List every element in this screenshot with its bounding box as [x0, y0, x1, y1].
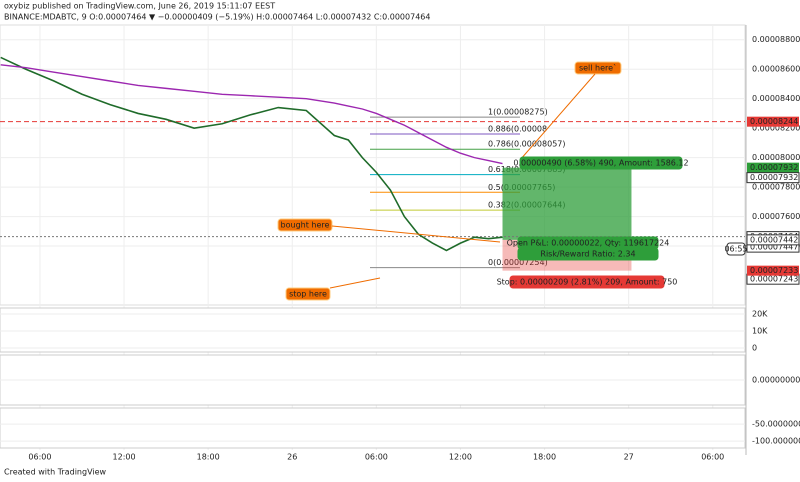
x-tick-label: 06:00 — [28, 453, 51, 462]
y-tick-label: 0.00008400 — [752, 94, 800, 103]
sell-arrow — [519, 73, 596, 161]
x-tick-label: 12:00 — [113, 453, 136, 462]
price-series — [0, 64, 503, 165]
stop-text: Stop: 0.00000209 (2.81%) 209, Amount: 75… — [497, 278, 678, 287]
x-tick-label: 12:00 — [449, 453, 472, 462]
x-tick-label: 18:00 — [533, 453, 556, 462]
pane-tick-label: -50.0000000 — [752, 420, 800, 429]
price-series — [0, 56, 503, 252]
price-tag-label: 0.00007243 — [750, 275, 798, 284]
bought-note: bought here — [281, 221, 330, 230]
stop-note: stop here — [289, 290, 327, 299]
x-tick-label: 27 — [624, 453, 634, 462]
countdown-box — [726, 242, 746, 256]
pane-tick-label: 10K — [752, 326, 768, 335]
sell-note: sell here` — [579, 63, 617, 73]
fib-label: 0.886(0.00008 — [488, 125, 547, 134]
sell-note-box — [574, 61, 622, 75]
x-tick-label: 06:00 — [701, 453, 724, 462]
price-tag — [746, 172, 800, 184]
price-tag-label: 0.00007447 — [750, 243, 798, 252]
sub-pane — [0, 407, 746, 449]
fib-label: 0.786(0.00008057) — [488, 140, 566, 149]
target-zone — [502, 167, 632, 240]
stop-arrow — [329, 277, 381, 289]
target-text: 0.00000490 (6.58%) 490, Amount: 1586.12 — [513, 159, 688, 168]
price-tag-label: 0.00007932 — [750, 173, 798, 182]
ratio-text: Risk/Reward Ratio: 2.34 — [540, 250, 635, 259]
bought-note-box — [277, 218, 333, 232]
pane-tick-label: -100.0000000 — [752, 437, 800, 446]
fib-label: 1(0.00008275) — [488, 108, 548, 117]
y-tick-label: 0.00008000 — [752, 153, 800, 162]
price-tag — [747, 116, 799, 127]
price-tag — [746, 234, 800, 246]
y-tick-label: 0.00007600 — [752, 212, 800, 221]
price-tag — [747, 265, 799, 276]
price-tag-label: 0.00008244 — [750, 117, 798, 126]
y-tick-label: 0.00007800 — [752, 183, 800, 192]
ratio-text-box — [517, 247, 659, 261]
sub-pane — [0, 307, 746, 353]
target-text-box — [519, 156, 683, 170]
stop-note-box — [285, 287, 331, 301]
x-tick-label: 18:00 — [197, 453, 220, 462]
pane-tick-label: 0.00000000 — [752, 376, 800, 385]
bought-arrow — [331, 225, 501, 243]
y-tick-label: 0.00008200 — [752, 124, 800, 133]
header-line2: BINANCE:MDABTC, 9 O:0.00007464 ▼ −0.0000… — [4, 13, 430, 22]
y-tick-label: 0.00008800 — [752, 35, 800, 44]
pnl-text: Open P&L: 0.00000022, Qty: 119617224 — [507, 239, 670, 248]
header-line1: oxybiz published on TradingView.com, Jun… — [4, 2, 275, 11]
footer: Created with TradingView — [4, 468, 107, 477]
pane-tick-label: 20K — [752, 309, 768, 318]
fib-label: 0(0.00007254) — [488, 258, 548, 267]
stop-text-box — [509, 275, 665, 289]
y-tick-label: 0.00008600 — [752, 65, 800, 74]
price-tag-label: 0.00007442 — [750, 235, 798, 244]
x-tick-label: 26 — [287, 453, 297, 462]
x-tick-label: 06:00 — [365, 453, 388, 462]
pane-tick-label: 0 — [752, 344, 757, 353]
price-tag — [747, 162, 799, 173]
price-tag-label: 0.00007932 — [750, 163, 798, 172]
countdown: 06:55 — [724, 245, 747, 254]
price-tag-label: 0.00007233 — [750, 266, 798, 275]
